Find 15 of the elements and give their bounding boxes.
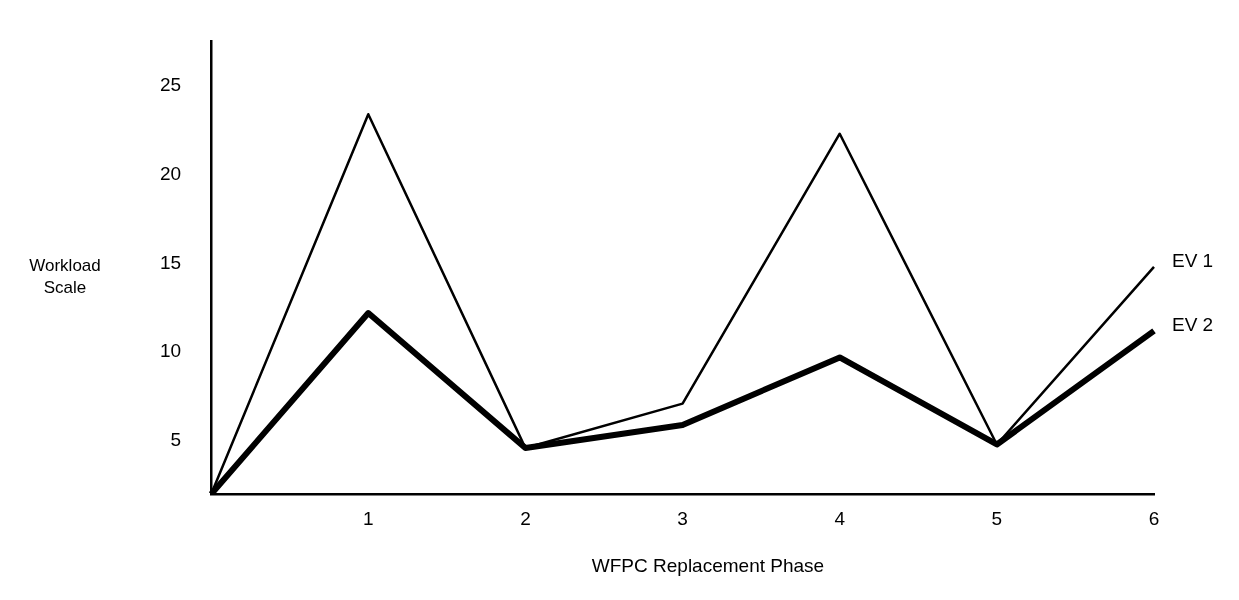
x-axis-title: WFPC Replacement Phase [590, 555, 826, 577]
y-tick-label: 20 [159, 162, 182, 184]
x-tick-label: 3 [677, 507, 688, 529]
x-tick-label: 6 [1148, 507, 1160, 529]
y-tick-label: 25 [159, 74, 182, 96]
y-tick-label: 5 [170, 429, 182, 451]
x-tick-label: 2 [520, 507, 531, 529]
y-axis-title: Workload Scale [28, 255, 102, 299]
y-tick-label: 15 [159, 251, 182, 273]
x-tick-label: 5 [991, 507, 1003, 529]
series-label: EV 1 [1172, 250, 1214, 272]
x-tick-label: 1 [362, 507, 374, 529]
series-label: EV 2 [1172, 314, 1214, 336]
x-tick-label: 4 [834, 507, 846, 529]
y-tick-label: 10 [159, 340, 182, 362]
